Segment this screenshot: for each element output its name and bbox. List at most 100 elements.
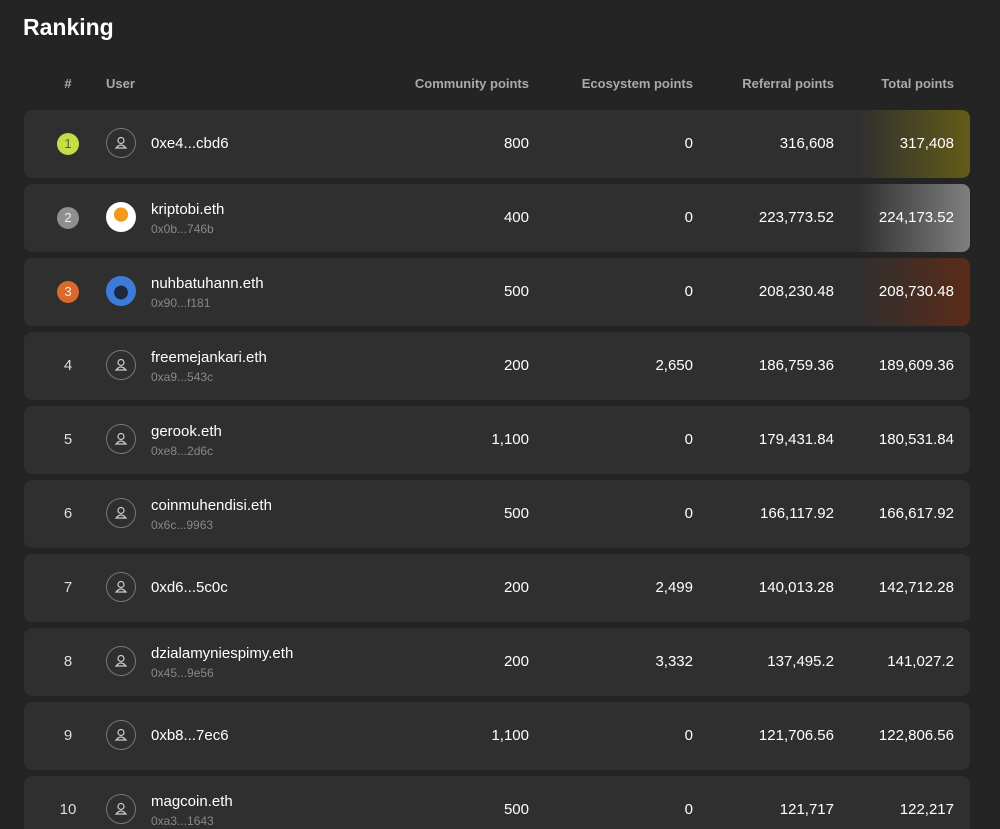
ecosystem-points: 0 (684, 135, 693, 152)
ecosystem-points: 3,332 (655, 653, 693, 670)
ranking-row[interactable]: 9 0xb8...7ec6 1,100 0 121,706.56 122,806.56 (24, 702, 970, 770)
community-points: 1,100 (491, 431, 529, 448)
avatar (106, 572, 136, 602)
referral-points: 121,706.56 (758, 727, 834, 744)
avatar (106, 794, 136, 824)
user-name: 0xb8...7ec6 (151, 727, 229, 744)
user-name: kriptobi.eth (151, 201, 225, 218)
referral-points: 137,495.2 (767, 653, 834, 670)
user-address: 0xa9...543c (151, 370, 214, 384)
total-points: 141,027.2 (887, 653, 954, 670)
community-points: 200 (503, 357, 529, 374)
user-icon (114, 506, 128, 519)
community-points: 400 (503, 209, 529, 226)
avatar (106, 646, 136, 676)
ecosystem-points: 2,499 (655, 579, 693, 596)
referral-points: 166,117.92 (760, 505, 834, 522)
ranking-row[interactable]: 4 freemejankari.eth 0xa9...543c 200 2,650 186… (24, 332, 970, 400)
avatar (106, 128, 136, 158)
ranking-row[interactable]: 10 magcoin.eth 0xa3...1643 500 0 121,717 122,2… (24, 776, 970, 829)
user-name: magcoin.eth (151, 793, 233, 810)
community-points: 1,100 (491, 727, 529, 744)
community-points: 500 (503, 283, 529, 300)
ecosystem-points: 0 (684, 727, 693, 744)
rank-badge: 3 (57, 281, 79, 303)
user-address: 0x0b...746b (151, 222, 214, 236)
total-points: 122,806.56 (878, 727, 954, 744)
user-name: 0xd6...5c0c (151, 579, 228, 596)
user-address: 0xa3...1643 (151, 814, 214, 828)
table-header: # User Community points Ecosystem points Ref… (24, 76, 970, 96)
referral-points: 223,773.52 (758, 209, 834, 226)
user-icon (114, 654, 128, 667)
user-icon (114, 728, 128, 741)
rank: 10 (59, 801, 77, 818)
user-icon (114, 580, 128, 593)
ranking-row[interactable]: 8 dzialamyniespimy.eth 0x45...9e56 200 3,332… (24, 628, 970, 696)
total-points: 180,531.84 (878, 431, 954, 448)
avatar (106, 202, 136, 232)
avatar (106, 424, 136, 454)
user-address: 0xe8...2d6c (151, 444, 214, 458)
total-points: 142,712.28 (878, 579, 954, 596)
rank-badge: 2 (57, 207, 79, 229)
total-points: 166,617.92 (878, 505, 954, 522)
ecosystem-points: 0 (684, 801, 693, 818)
user-icon (114, 802, 128, 815)
column-header: User (106, 76, 135, 91)
referral-points: 121,717 (779, 801, 834, 818)
referral-points: 208,230.48 (758, 283, 834, 300)
community-points: 500 (503, 505, 529, 522)
total-points: 189,609.36 (878, 357, 954, 374)
ranking-row[interactable]: 1 0xe4...cbd6 800 0 316,608 317,408 (24, 110, 970, 178)
referral-points: 140,013.28 (758, 579, 834, 596)
avatar (106, 350, 136, 380)
user-name: dzialamyniespimy.eth (151, 645, 294, 662)
ecosystem-points: 0 (684, 505, 693, 522)
rank: 4 (63, 357, 73, 374)
rank: 7 (63, 579, 73, 596)
user-name: gerook.eth (151, 423, 222, 440)
community-points: 200 (503, 653, 529, 670)
user-name: freemejankari.eth (151, 349, 267, 366)
column-header: Community points (414, 76, 529, 91)
rank: 5 (63, 431, 73, 448)
user-name: coinmuhendisi.eth (151, 497, 272, 514)
ecosystem-points: 0 (684, 209, 693, 226)
ranking-row[interactable]: 6 coinmuhendisi.eth 0x6c...9963 500 0 166,117… (24, 480, 970, 548)
ranking-row[interactable]: 5 gerook.eth 0xe8...2d6c 1,100 0 179,431.84 18… (24, 406, 970, 474)
total-points: 224,173.52 (878, 209, 954, 226)
ranking-row[interactable]: 3 nuhbatuhann.eth 0x90...f181 500 0 208,230.4… (24, 258, 970, 326)
user-address: 0x6c...9963 (151, 518, 214, 532)
user-address: 0x90...f181 (151, 296, 211, 310)
ecosystem-points: 0 (684, 431, 693, 448)
user-address: 0x45...9e56 (151, 666, 214, 680)
referral-points: 179,431.84 (758, 431, 834, 448)
user-icon (114, 136, 128, 149)
avatar (106, 498, 136, 528)
rank: 8 (63, 653, 73, 670)
ranking-row[interactable]: 7 0xd6...5c0c 200 2,499 140,013.28 142,712.28 (24, 554, 970, 622)
community-points: 200 (503, 579, 529, 596)
ecosystem-points: 2,650 (655, 357, 693, 374)
referral-points: 316,608 (779, 135, 834, 152)
user-icon (114, 432, 128, 445)
ranking-row[interactable]: 2 kriptobi.eth 0x0b...746b 400 0 223,773.52 22… (24, 184, 970, 252)
total-points: 317,408 (899, 135, 954, 152)
community-points: 500 (503, 801, 529, 818)
total-points: 122,217 (899, 801, 954, 818)
column-header: # (64, 76, 72, 91)
ecosystem-points: 0 (684, 283, 693, 300)
page-title: Ranking (23, 14, 114, 40)
user-icon (114, 358, 128, 371)
user-name: 0xe4...cbd6 (151, 135, 229, 152)
ranking-table: 1 0xe4...cbd6 800 0 316,608 317,408 2 kriptobi.… (24, 110, 970, 829)
avatar (106, 276, 136, 306)
column-header: Ecosystem points (581, 76, 693, 91)
column-header: Referral points (742, 76, 834, 91)
user-name: nuhbatuhann.eth (151, 275, 264, 292)
rank: 9 (63, 727, 73, 744)
column-header: Total points (881, 76, 954, 91)
rank: 6 (63, 505, 73, 522)
